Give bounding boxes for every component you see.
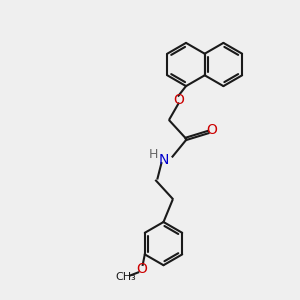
Text: O: O xyxy=(173,93,184,106)
Text: H: H xyxy=(148,148,158,161)
Text: N: N xyxy=(159,153,169,166)
Text: CH₃: CH₃ xyxy=(115,272,136,282)
Text: O: O xyxy=(136,262,147,276)
Text: O: O xyxy=(207,123,218,136)
